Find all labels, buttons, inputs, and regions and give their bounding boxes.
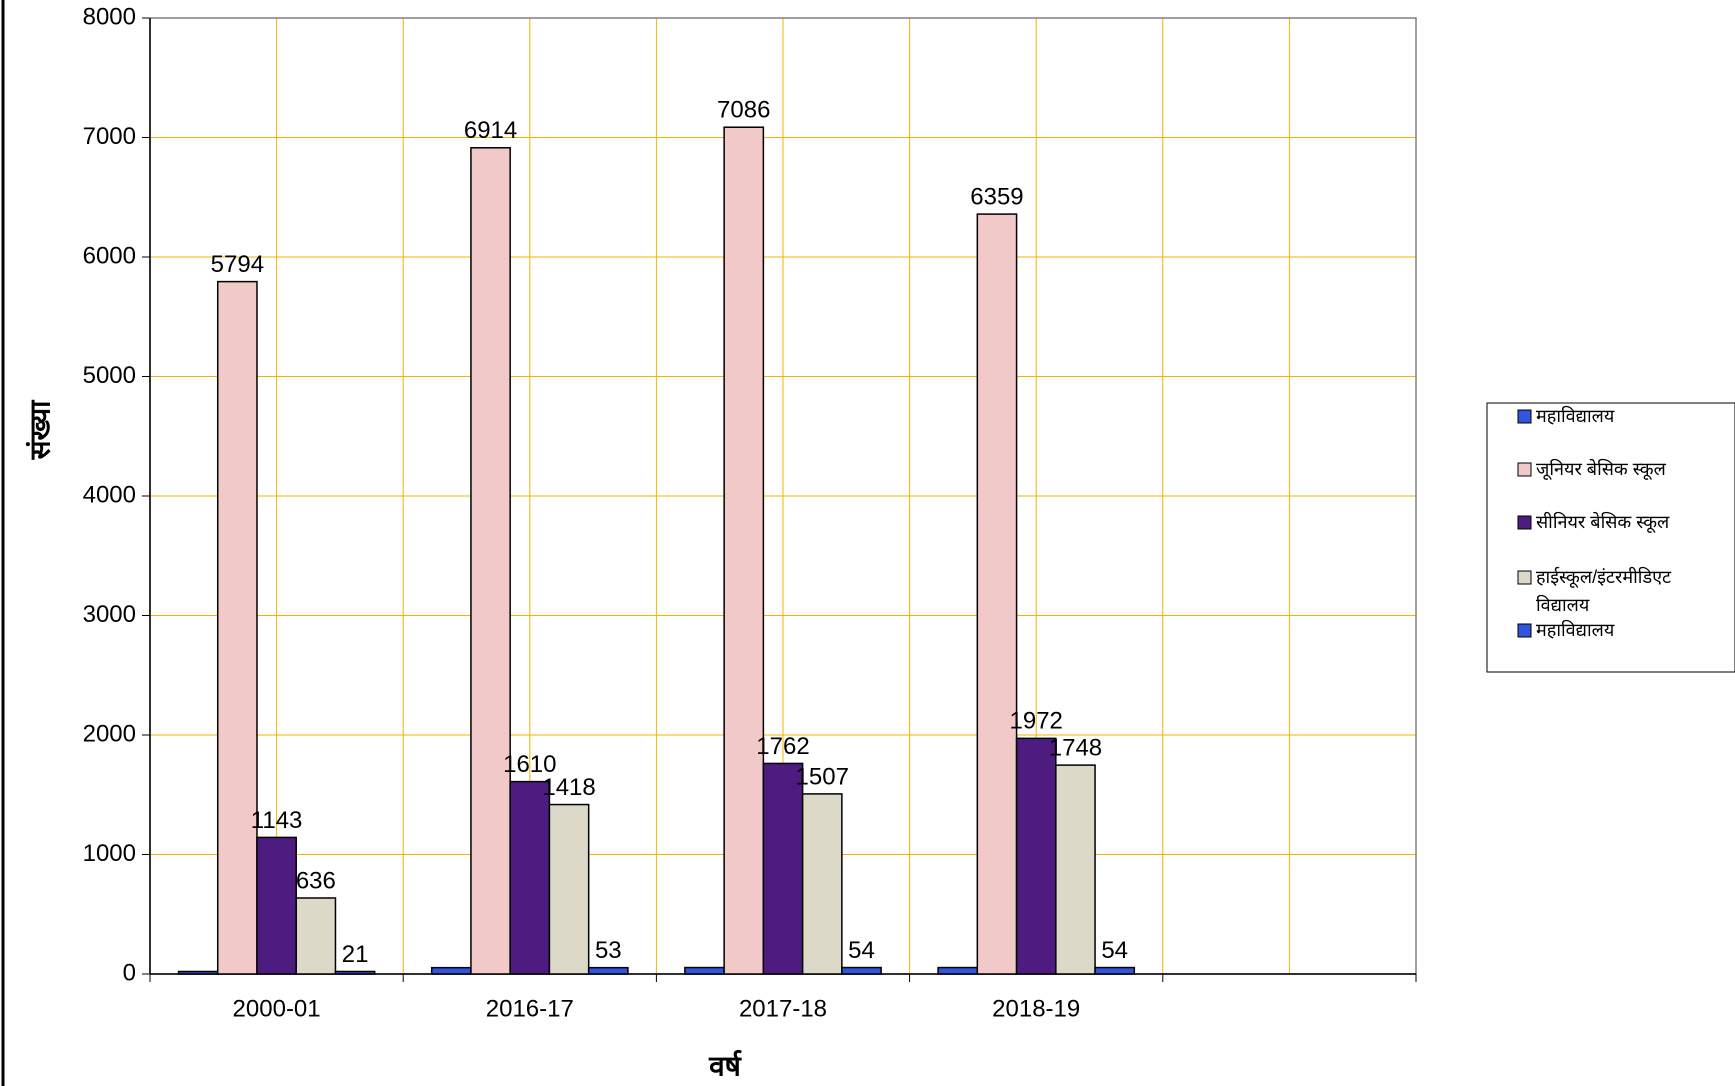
x-axis-label: वर्ष <box>708 1049 743 1081</box>
data-label: 1418 <box>542 774 595 801</box>
bar <box>295 897 337 975</box>
bar <box>216 280 258 975</box>
bar <box>334 970 376 975</box>
legend-swatch <box>1517 623 1532 638</box>
y-tick-label: 0 <box>123 959 136 986</box>
legend-swatch <box>1517 570 1532 585</box>
legend-label: महाविद्यालय <box>1536 619 1615 640</box>
bar <box>1015 737 1057 975</box>
data-label: 636 <box>296 867 336 894</box>
data-label: 6359 <box>970 183 1023 210</box>
data-label: 53 <box>595 937 622 964</box>
data-label: 54 <box>1101 937 1128 964</box>
bar <box>762 762 804 975</box>
data-label: 21 <box>342 941 369 968</box>
y-tick-label: 7000 <box>83 123 136 150</box>
bar <box>470 147 511 975</box>
x-tick-label: 2000-01 <box>233 995 321 1022</box>
x-tick-label: 2016-17 <box>486 995 574 1022</box>
y-tick-label: 8000 <box>83 3 136 30</box>
legend-swatch <box>1517 462 1532 477</box>
bar <box>509 780 551 975</box>
y-tick-label: 5000 <box>83 362 136 389</box>
y-tick-label: 4000 <box>83 481 136 508</box>
bar <box>1094 966 1136 975</box>
bar <box>256 836 297 975</box>
bar <box>841 966 882 975</box>
legend-swatch <box>1517 409 1532 424</box>
data-label: 1143 <box>251 807 303 834</box>
data-label: 5794 <box>211 251 264 278</box>
bar <box>430 966 472 975</box>
legend-swatch <box>1517 515 1532 530</box>
y-tick-label: 2000 <box>83 720 136 747</box>
x-tick-label: 2018-19 <box>992 995 1080 1022</box>
data-label: 6914 <box>464 117 517 144</box>
y-axis-label: संख्या <box>24 399 55 461</box>
x-tick-label: 2017-18 <box>739 995 827 1022</box>
bar <box>801 793 843 975</box>
data-label: 54 <box>848 937 875 964</box>
bar <box>587 966 629 975</box>
y-tick-label: 1000 <box>83 840 136 867</box>
bar <box>976 213 1018 975</box>
y-tick-label: 6000 <box>83 242 136 269</box>
legend-label: जूनियर बेसिक स्कूल <box>1536 458 1667 480</box>
legend-label: हाईस्कूल/इंटरमीडिएट विद्यालय <box>1536 566 1672 615</box>
bar <box>1055 764 1096 975</box>
bar <box>937 966 979 975</box>
bar <box>684 966 725 975</box>
bar <box>723 126 765 975</box>
legend-label: महाविद्यालय <box>1536 405 1615 426</box>
data-label: 1610 <box>503 751 556 778</box>
bar <box>548 803 590 975</box>
y-tick-label: 3000 <box>83 601 136 628</box>
data-label: 1748 <box>1049 734 1102 761</box>
data-label: 1972 <box>1010 708 1063 735</box>
data-label: 1762 <box>756 733 809 760</box>
bar <box>177 970 219 975</box>
data-label: 1507 <box>796 763 849 790</box>
data-label: 7086 <box>717 97 770 124</box>
legend-label: सीनियर बेसिक स्कूल <box>1536 511 1670 533</box>
